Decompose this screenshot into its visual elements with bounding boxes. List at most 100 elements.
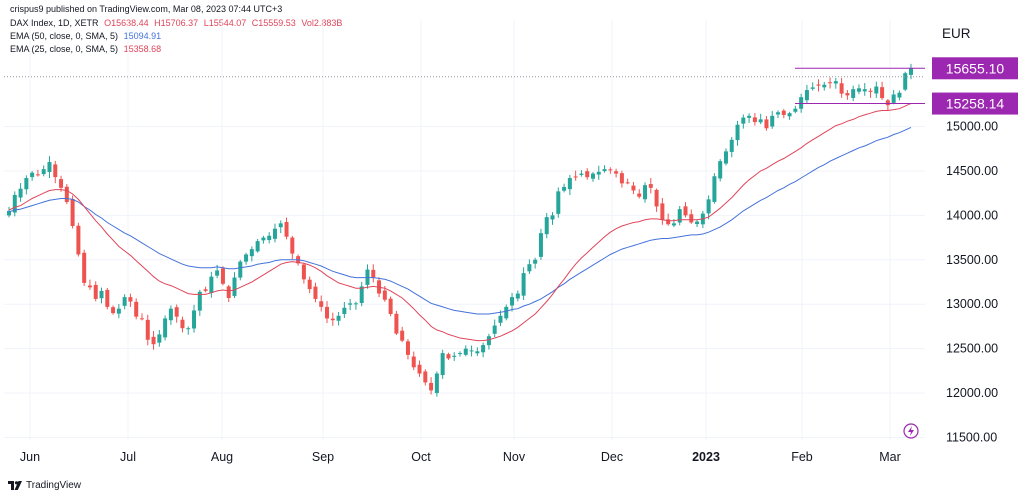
low-value: L15544.07 [203, 18, 247, 28]
candle-body [139, 318, 144, 320]
candle-body [405, 341, 410, 355]
candle-body [573, 176, 578, 178]
candle-body [238, 261, 243, 278]
candle-body [151, 336, 156, 345]
candle-body [99, 290, 104, 299]
y-tick-label: 14000.00 [946, 208, 998, 222]
candle-body [654, 189, 659, 207]
price-label-box [932, 92, 1018, 115]
candle-body [290, 237, 295, 254]
candle-body [255, 241, 260, 252]
candle-body [845, 93, 850, 96]
ema50-value: 15094.91 [123, 31, 162, 41]
candle-body [868, 90, 873, 92]
candle-body [232, 277, 237, 296]
candle-body [12, 194, 17, 213]
high-value: H15706.37 [154, 18, 199, 28]
candle-body [87, 285, 92, 288]
candle-body [111, 307, 116, 314]
candle-body [267, 235, 272, 241]
candle-body [486, 336, 491, 346]
price-label-box [932, 57, 1018, 80]
candle-body [70, 199, 75, 227]
candle-body [475, 351, 480, 354]
x-tick-label: Aug [211, 450, 233, 464]
candle-body [458, 353, 462, 355]
candle-body [706, 199, 711, 214]
candle-body [336, 315, 341, 321]
candle-body [799, 97, 804, 109]
candle-body [134, 301, 139, 317]
candle-body [30, 172, 35, 178]
candle-body [76, 225, 81, 255]
candle-body [619, 173, 624, 184]
x-tick-label: Sep [312, 450, 334, 464]
x-tick-label: Jul [120, 450, 136, 464]
candle-body [492, 325, 497, 334]
candle-body [463, 348, 468, 355]
candle-body [180, 319, 185, 329]
candle-body [325, 306, 330, 319]
ema50-line [8, 126, 912, 315]
candle-body [24, 178, 29, 190]
candle-body [168, 308, 173, 321]
candle-body [816, 84, 821, 86]
candle-body [660, 203, 665, 220]
candle-body [371, 269, 376, 278]
candle-body [839, 83, 844, 94]
candle-body [301, 264, 306, 280]
candle-body [764, 119, 769, 129]
candle-body [220, 268, 225, 284]
candle-body [833, 81, 838, 84]
y-tick-label: 14500.00 [946, 164, 998, 178]
candle-body [359, 286, 364, 303]
y-tick-label: 13500.00 [946, 253, 998, 267]
candle-body [348, 303, 353, 305]
candle-body [741, 117, 746, 124]
candle-body [556, 191, 561, 214]
candle-body [272, 228, 277, 239]
candle-body [105, 289, 110, 307]
candle-body [596, 171, 601, 175]
candle-body [319, 301, 324, 307]
candle-body [822, 84, 827, 88]
x-tick-label: Dec [601, 450, 623, 464]
candle-body [683, 206, 688, 216]
candle-body [515, 293, 520, 299]
candle-body [770, 115, 775, 127]
candle-body [874, 86, 879, 94]
x-tick-label: Nov [503, 450, 526, 464]
candle-body [429, 382, 434, 391]
candle-body [35, 174, 40, 176]
candle-body [562, 186, 567, 191]
candle-body [116, 308, 121, 314]
flash-icon-bolt [908, 426, 914, 436]
candle-body [776, 112, 781, 115]
candle-body [400, 330, 405, 341]
symbol-label: DAX Index, 1D, XETR [10, 18, 99, 28]
candle-body [7, 210, 11, 216]
x-tick-label: Jun [20, 450, 40, 464]
close-value: C15559.53 [251, 18, 296, 28]
y-tick-label: 15000.00 [946, 120, 998, 134]
ohlc-legend: DAX Index, 1D, XETR O15638.44 H15706.37 … [10, 18, 345, 28]
candle-body [18, 188, 23, 198]
candle-body [197, 291, 202, 311]
candle-body [261, 237, 266, 241]
candle-body [909, 67, 913, 75]
ema25-value: 15358.68 [123, 44, 162, 54]
candle-body [64, 186, 69, 203]
candle-body [585, 171, 590, 178]
candle-body [689, 214, 694, 223]
open-value: O15638.44 [104, 18, 149, 28]
candle-body [567, 178, 572, 190]
candle-body [394, 313, 399, 334]
candle-body [53, 164, 58, 178]
ema50-label: EMA (50, close, 0, SMA, 5) [10, 31, 119, 41]
y-tick-label: 13000.00 [946, 297, 998, 311]
candle-body [330, 318, 335, 321]
candle-body [411, 356, 416, 368]
candle-body [93, 284, 98, 299]
candle-body [533, 259, 538, 264]
